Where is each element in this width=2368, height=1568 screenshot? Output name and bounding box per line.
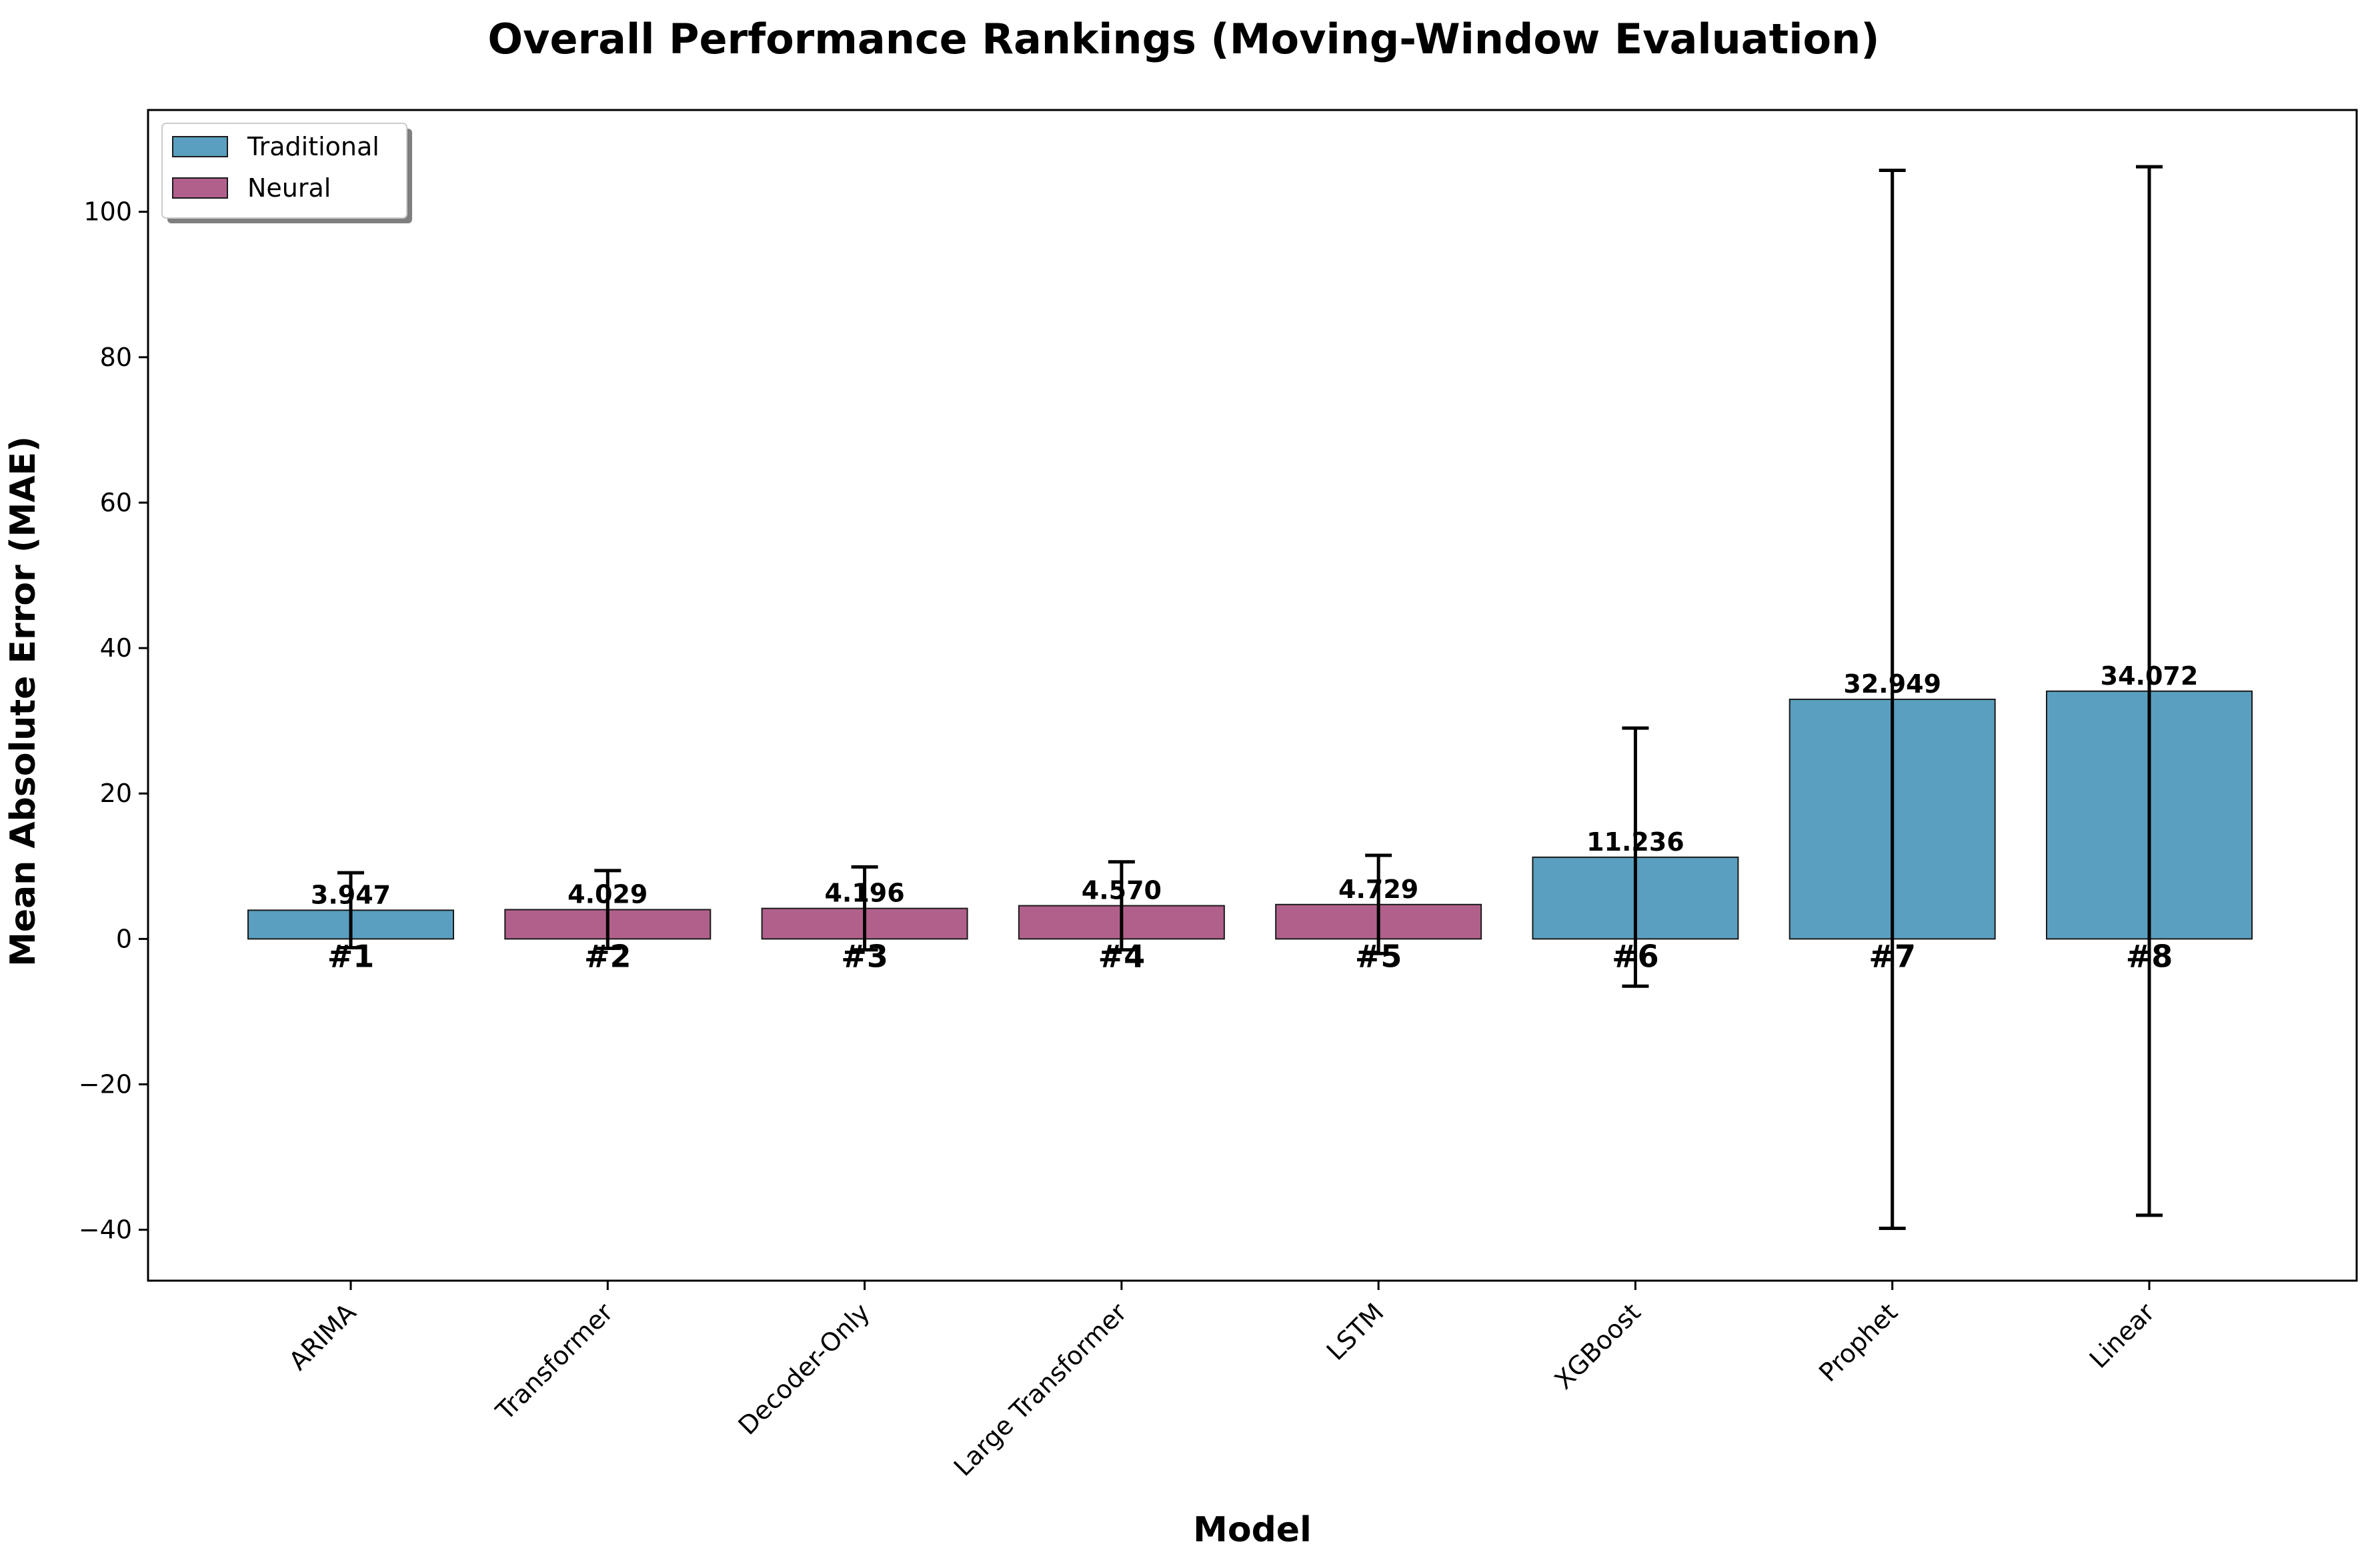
value-label: 34.072 [2101, 661, 2199, 691]
plot-frame [147, 109, 2358, 1282]
rank-label: #7 [1869, 938, 1916, 974]
plot-layer: −40 −20 0 20 40 60 80 100 3.947 #1 ARIMA 4.029 #2 Tra… [79, 165, 2253, 1482]
value-label: 4.729 [1338, 875, 1418, 904]
value-label: 4.029 [567, 879, 648, 909]
y-tick-label: 0 [116, 924, 132, 953]
rank-label: #5 [1355, 938, 1402, 974]
rank-label: #4 [1098, 938, 1146, 974]
legend-label-neural: Neural [247, 173, 331, 203]
value-label: 4.196 [824, 879, 904, 908]
x-tick-label: Large Transformer [948, 1297, 1133, 1482]
x-tick-label: Prophet [1813, 1297, 1903, 1387]
x-tick-label: LSTM [1321, 1297, 1390, 1366]
legend: Traditional Neural [161, 123, 412, 223]
x-tick-label: Linear [2084, 1297, 2161, 1374]
rank-label: #3 [841, 938, 888, 974]
y-axis-label: Mean Absolute Error (MAE) [3, 436, 43, 967]
y-tick-label: 60 [100, 488, 132, 517]
legend-swatch-traditional [172, 136, 228, 157]
value-label: 3.947 [311, 880, 391, 909]
x-tick-label: Decoder-Only [732, 1297, 875, 1440]
y-tick-label: 20 [100, 779, 132, 808]
rank-label: #6 [1612, 938, 1659, 974]
legend-swatch-neural [172, 177, 228, 199]
legend-label-traditional: Traditional [247, 132, 379, 161]
value-label: 11.236 [1586, 827, 1684, 857]
value-label: 32.949 [1843, 669, 1941, 699]
y-tick-label: −20 [79, 1070, 132, 1099]
y-tick-label: 40 [100, 633, 132, 663]
x-tick-label: ARIMA [283, 1297, 362, 1376]
rank-label: #8 [2126, 938, 2173, 974]
rank-label: #1 [327, 938, 375, 974]
value-label: 4.570 [1082, 876, 1162, 905]
rank-label: #2 [584, 938, 632, 974]
x-tick-label: XGBoost [1549, 1297, 1646, 1395]
y-tick-label: 80 [100, 343, 132, 372]
y-tick-label: 100 [83, 197, 132, 227]
x-tick-label: Transformer [490, 1297, 619, 1426]
chart-title: Overall Performance Rankings (Moving-Win… [487, 15, 1879, 63]
y-tick-label: −40 [79, 1215, 132, 1245]
x-axis-label: Model [1193, 1510, 1312, 1550]
